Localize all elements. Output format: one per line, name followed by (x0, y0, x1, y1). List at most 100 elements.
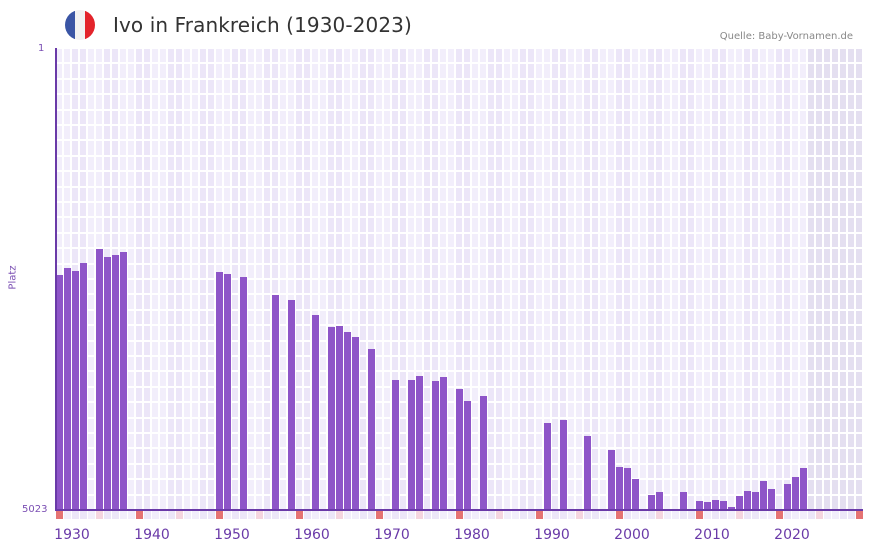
bar-2002[interactable] (632, 479, 639, 510)
grid-cell (200, 480, 206, 494)
grid-cell (816, 172, 822, 186)
bar-1966[interactable] (344, 332, 351, 510)
bar-2019[interactable] (768, 489, 775, 510)
bar-1935[interactable] (96, 249, 103, 510)
bar-1978[interactable] (440, 377, 447, 510)
year-marker (152, 511, 159, 519)
bar-2016[interactable] (744, 491, 751, 510)
bar-1991[interactable] (544, 423, 551, 510)
bar-2018[interactable] (760, 481, 767, 510)
bar-1936[interactable] (104, 257, 111, 510)
bar-1951[interactable] (224, 274, 231, 510)
bar-1977[interactable] (432, 381, 439, 510)
grid-cell (664, 249, 670, 263)
grid-cell (200, 295, 206, 309)
bar-2011[interactable] (704, 502, 711, 510)
bar-2005[interactable] (656, 492, 663, 510)
grid-cell (712, 141, 718, 155)
bar-1999[interactable] (608, 450, 615, 510)
bar-2022[interactable] (792, 477, 799, 510)
bar-1983[interactable] (480, 396, 487, 510)
grid-cell (96, 218, 102, 232)
grid-cell (416, 172, 422, 186)
bar-2004[interactable] (648, 495, 655, 510)
bar-1937[interactable] (112, 255, 119, 510)
bar-1965[interactable] (336, 326, 343, 510)
grid-cell (584, 172, 590, 186)
grid-cell (808, 264, 814, 278)
grid-cell (160, 295, 166, 309)
grid-cell (688, 79, 694, 94)
grid-cell (848, 310, 854, 325)
bar-1964[interactable] (328, 327, 335, 510)
grid-cell (776, 341, 782, 355)
bar-1974[interactable] (408, 380, 415, 510)
bar-1980[interactable] (456, 389, 463, 510)
bar-1959[interactable] (288, 300, 295, 510)
grid-cell (680, 264, 686, 278)
grid-cell (744, 403, 750, 417)
grid-cell (160, 387, 166, 402)
grid-cell (840, 64, 846, 78)
grid-cell (280, 156, 286, 171)
bar-2010[interactable] (696, 501, 703, 510)
grid-cell (848, 49, 854, 63)
bar-2000[interactable] (616, 467, 623, 510)
bar-1967[interactable] (352, 337, 359, 510)
grid-cell (408, 156, 414, 171)
grid-cell (144, 126, 150, 140)
grid-cell (72, 110, 78, 124)
grid-cell (592, 172, 598, 186)
grid-cell (336, 187, 342, 201)
bar-2015[interactable] (736, 496, 743, 510)
bar-1975[interactable] (416, 376, 423, 510)
grid-cell (600, 110, 606, 124)
bar-2012[interactable] (712, 500, 719, 510)
grid-cell (128, 95, 134, 109)
grid-cell (696, 141, 702, 155)
bar-1933[interactable] (80, 263, 87, 510)
grid-cell (544, 295, 550, 309)
grid-cell (56, 79, 62, 94)
bar-1993[interactable] (560, 420, 567, 510)
bar-1953[interactable] (240, 277, 247, 510)
bar-1930[interactable] (56, 275, 63, 510)
bar-1972[interactable] (392, 380, 399, 510)
grid-cell (576, 326, 582, 340)
grid-cell (648, 418, 654, 432)
grid-cell (384, 79, 390, 94)
bar-2017[interactable] (752, 492, 759, 510)
bar-2023[interactable] (800, 468, 807, 510)
grid-cell (384, 418, 390, 432)
grid-cell (640, 264, 646, 278)
bar-1957[interactable] (272, 295, 279, 510)
grid-cell (760, 434, 766, 448)
bar-1962[interactable] (312, 315, 319, 510)
bar-2021[interactable] (784, 484, 791, 510)
bar-2014[interactable] (728, 507, 735, 510)
grid-cell (448, 264, 454, 278)
bar-1981[interactable] (464, 401, 471, 510)
grid-cell (168, 403, 174, 417)
grid-cell (592, 295, 598, 309)
grid-cell (568, 233, 574, 248)
bar-1932[interactable] (72, 271, 79, 510)
bar-1969[interactable] (368, 349, 375, 510)
grid-cell (712, 126, 718, 140)
bar-1996[interactable] (584, 436, 591, 510)
bar-2001[interactable] (624, 468, 631, 510)
grid-cell (712, 249, 718, 263)
bar-2013[interactable] (720, 501, 727, 510)
bar-1950[interactable] (216, 272, 223, 510)
grid-cell (424, 218, 430, 232)
grid-cell (336, 264, 342, 278)
bar-2008[interactable] (680, 492, 687, 510)
grid-cell (304, 295, 310, 309)
grid-cell (664, 126, 670, 140)
grid-cell (648, 434, 654, 448)
grid-cell (336, 49, 342, 63)
grid-cell (488, 341, 494, 355)
bar-1931[interactable] (64, 268, 71, 510)
grid-cell (248, 280, 254, 294)
bar-1938[interactable] (120, 252, 127, 510)
